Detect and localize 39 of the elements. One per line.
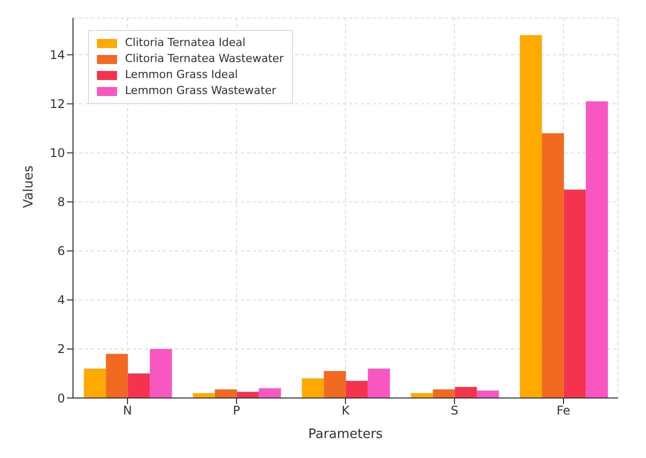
bar (324, 371, 346, 398)
y-tick-label: 2 (57, 342, 65, 356)
bar (302, 378, 324, 398)
bar (368, 368, 390, 398)
bar (214, 389, 237, 398)
x-tick-label: K (342, 404, 351, 418)
y-tick-label: 12 (50, 97, 65, 112)
bar (346, 380, 368, 398)
x-tick-label: S (450, 404, 458, 418)
y-tick-label: 0 (57, 391, 65, 406)
bar (432, 389, 455, 398)
legend-label: Clitoria Ternatea Ideal (125, 35, 246, 51)
bar (128, 373, 150, 398)
bar (150, 348, 172, 398)
bar (84, 368, 106, 398)
bar (564, 190, 586, 398)
legend-label: Lemmon Grass Ideal (125, 67, 238, 83)
bar (106, 354, 128, 398)
x-axis-title: Parameters (308, 427, 383, 442)
bar (454, 386, 477, 398)
y-axis-title: Values (22, 165, 37, 208)
y-tick-label: 4 (57, 293, 65, 308)
x-tick-label: P (232, 404, 240, 418)
bar (476, 390, 499, 398)
y-tick-label: 10 (50, 146, 65, 160)
bar (236, 392, 259, 398)
y-tick-label: 14 (50, 48, 65, 62)
bar (410, 393, 433, 398)
bar (586, 101, 608, 398)
bar (192, 393, 215, 398)
legend-label: Clitoria Ternatea Wastewater (125, 51, 284, 67)
x-tick-label: Fe (556, 404, 570, 418)
y-tick-label: 6 (57, 244, 65, 258)
legend-label: Lemmon Grass Wastewater (125, 83, 276, 99)
bar (258, 388, 281, 398)
x-tick-label: N (123, 404, 132, 418)
bar (542, 133, 564, 398)
y-tick-label: 8 (57, 195, 65, 210)
bar (520, 35, 542, 398)
